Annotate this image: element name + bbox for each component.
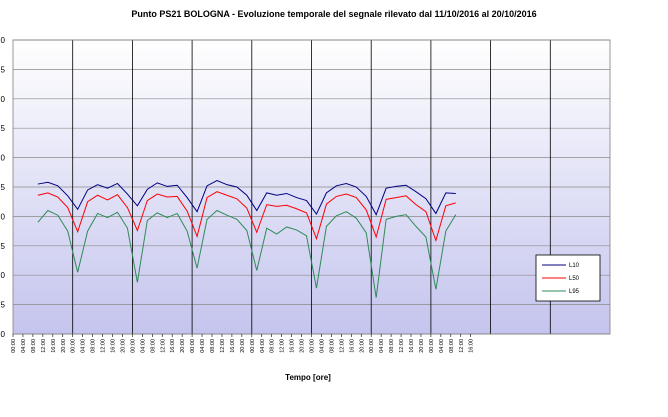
x-tick-label: 00:00 [71,339,77,353]
x-tick-label: 20:00 [61,339,67,353]
x-tick-label: 00:00 [250,339,256,353]
x-tick-label: 20:00 [120,339,126,353]
x-tick-label: 20:00 [180,339,186,353]
y-tick-label: 5 [1,65,6,74]
x-tick-label: 00:00 [11,339,17,353]
y-tick-label: 5 [1,242,6,251]
y-tick-label: 0 [1,271,6,280]
x-tick-label: 20:00 [240,339,246,353]
x-tick-label: 12:00 [339,339,345,353]
x-tick-label: 12:00 [220,339,226,353]
x-tick-label: 00:00 [190,339,196,353]
legend-label: L10 [569,263,580,269]
x-tick-label: 16:00 [170,339,176,353]
x-tick-label: 20:00 [419,339,425,353]
x-tick-label: 04:00 [140,339,146,353]
series-line [37,209,457,298]
x-tick-label: 08:00 [449,339,455,353]
x-tick-label: 04:00 [81,339,87,353]
x-tick-label: 04:00 [319,339,325,353]
legend-label: L50 [569,276,580,282]
x-tick-label: 16:00 [469,339,475,353]
y-tick-label: 0 [1,36,6,45]
x-tick-label: 00:00 [310,339,316,353]
x-tick-label: 12:00 [160,339,166,353]
x-tick-label: 08:00 [329,339,335,353]
x-tick-label: 16:00 [111,339,117,353]
y-tick-label: 0 [1,330,6,339]
x-tick-label: 08:00 [389,339,395,353]
x-axis-title: Tempo [ore] [285,373,331,382]
y-tick-label: 0 [1,212,6,221]
x-tick-label: 04:00 [439,339,445,353]
x-tick-label: 16:00 [409,339,415,353]
x-tick-label: 04:00 [21,339,27,353]
x-tick-label: 12:00 [399,339,405,353]
series-line [37,191,456,243]
x-tick-label: 00:00 [369,339,375,353]
x-tick-label: 00:00 [130,339,136,353]
legend-label: L95 [569,289,580,295]
x-tick-label: 12:00 [101,339,107,353]
x-tick-label: 16:00 [230,339,236,353]
x-tick-label: 08:00 [270,339,276,353]
x-tick-label: 04:00 [379,339,385,353]
chart-title: Punto PS21 BOLOGNA - Evoluzione temporal… [131,9,536,19]
y-tick-label: 5 [1,183,6,192]
x-tick-label: 08:00 [150,339,156,353]
series-line [37,179,456,216]
y-tick-label: 0 [1,154,6,163]
x-tick-label: 16:00 [51,339,57,353]
legend: L10 L50 L95 [535,254,601,302]
y-tick-label: 5 [1,301,6,310]
x-tick-label: 20:00 [300,339,306,353]
x-tick-label: 00:00 [429,339,435,353]
x-tick-label: 04:00 [260,339,266,353]
x-tick-label: 04:00 [200,339,206,353]
y-tick-label: 5 [1,124,6,133]
x-tick-label: 16:00 [290,339,296,353]
y-tick-label: 0 [1,95,6,104]
x-tick-label: 12:00 [280,339,286,353]
x-tick-label: 12:00 [41,339,47,353]
x-tick-label: 20:00 [359,339,365,353]
x-tick-label: 08:00 [210,339,216,353]
x-tick-label: 08:00 [31,339,37,353]
x-tick-label: 12:00 [459,339,465,353]
x-tick-label: 08:00 [91,339,97,353]
x-tick-label: 16:00 [349,339,355,353]
